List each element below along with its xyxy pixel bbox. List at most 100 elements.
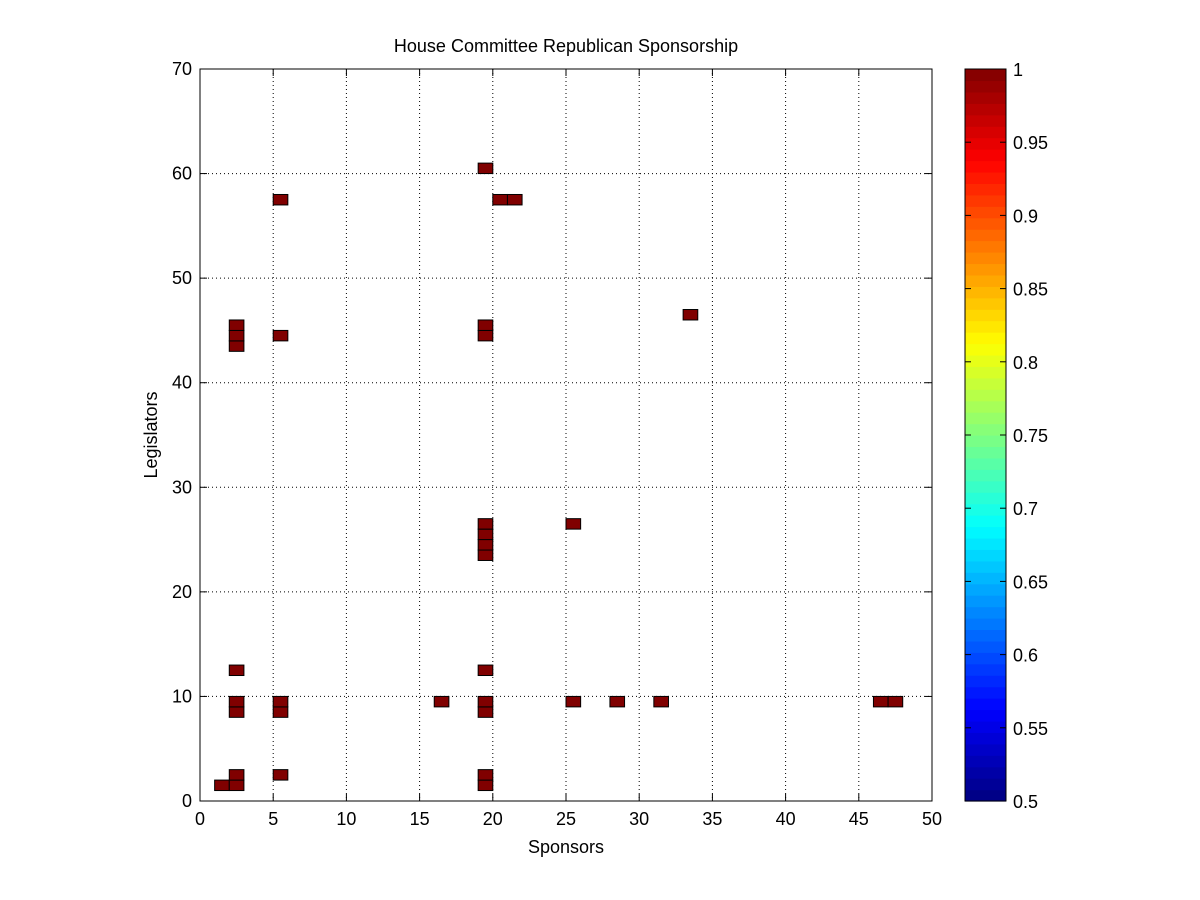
- heatmap-cell: [272, 769, 289, 781]
- colorbar-swatch: [965, 400, 1006, 413]
- colorbar-swatch: [965, 640, 1006, 653]
- heatmap-cell: [477, 706, 494, 718]
- colorbar-swatch: [965, 789, 1006, 802]
- colorbar-swatch: [965, 183, 1006, 196]
- heatmap-cell: [272, 193, 289, 206]
- colorbar-swatch: [965, 412, 1006, 425]
- colorbar-swatch: [965, 149, 1006, 162]
- colorbar-swatch: [965, 732, 1006, 745]
- colorbar-swatch: [965, 114, 1006, 127]
- colorbar-swatch: [965, 686, 1006, 699]
- colorbar-tick-label: 0.6: [1013, 646, 1038, 666]
- heatmap-cell: [477, 695, 494, 708]
- heatmap-cell: [272, 329, 289, 342]
- colorbar-tick-label: 1: [1013, 60, 1023, 80]
- colorbar-swatch: [965, 160, 1006, 173]
- colorbar-swatch: [965, 366, 1006, 379]
- heatmap-cell: [477, 549, 494, 561]
- colorbar-swatch: [965, 332, 1006, 345]
- y-tick-label: 20: [172, 582, 192, 602]
- colorbar-swatch: [965, 663, 1006, 676]
- colorbar-tick-label: 0.65: [1013, 572, 1048, 592]
- colorbar-swatch: [965, 766, 1006, 779]
- colorbar-tick-label: 0.95: [1013, 133, 1048, 153]
- colorbar-swatch: [965, 320, 1006, 333]
- x-tick-label: 45: [849, 809, 869, 829]
- colorbar-swatch: [965, 389, 1006, 402]
- colorbar-swatch: [965, 583, 1006, 596]
- colorbar-swatch: [965, 515, 1006, 528]
- x-tick-label: 5: [268, 809, 278, 829]
- y-tick-label: 40: [172, 373, 192, 393]
- x-axis-label: Sponsors: [528, 837, 604, 857]
- y-tick-label: 30: [172, 477, 192, 497]
- colorbar-swatch: [965, 709, 1006, 722]
- heatmap-cell: [272, 695, 289, 708]
- heatmap-cell: [492, 193, 508, 206]
- heatmap-cell: [228, 329, 245, 342]
- colorbar-swatch: [965, 457, 1006, 470]
- colorbar-swatch: [965, 618, 1006, 631]
- colorbar-swatch: [965, 377, 1006, 390]
- colorbar-tick-label: 0.7: [1013, 499, 1038, 519]
- x-tick-label: 25: [556, 809, 576, 829]
- colorbar-swatch: [965, 492, 1006, 505]
- colorbar-swatch: [965, 652, 1006, 665]
- y-tick-label: 50: [172, 268, 192, 288]
- x-tick-label: 0: [195, 809, 205, 829]
- heatmap-cell: [565, 518, 582, 530]
- colorbar-swatch: [965, 675, 1006, 688]
- heatmap-cell: [887, 695, 904, 708]
- heatmap-cell: [682, 309, 699, 321]
- chart-title: House Committee Republican Sponsorship: [394, 36, 738, 56]
- colorbar-swatch: [965, 446, 1006, 459]
- heatmap-cell: [653, 695, 669, 708]
- colorbar-swatch: [965, 80, 1006, 93]
- colorbar-swatch: [965, 480, 1006, 493]
- colorbar-swatch: [965, 595, 1006, 608]
- heatmap-cell: [477, 664, 494, 677]
- colorbar-swatch: [965, 743, 1006, 756]
- colorbar-swatch: [965, 69, 1006, 82]
- colorbar-swatch: [965, 354, 1006, 367]
- heatmap-cell: [477, 528, 494, 541]
- colorbar-swatch: [965, 171, 1006, 184]
- colorbar-tick-label: 0.55: [1013, 719, 1048, 739]
- colorbar-swatch: [965, 103, 1006, 116]
- y-tick-label: 10: [172, 686, 192, 706]
- colorbar-swatch: [965, 572, 1006, 585]
- colorbar-swatch: [965, 217, 1006, 230]
- heatmap-cell: [477, 539, 494, 551]
- colorbar-swatch: [965, 263, 1006, 276]
- colorbar-swatch: [965, 240, 1006, 253]
- x-tick-label: 20: [483, 809, 503, 829]
- heatmap-cell: [228, 779, 245, 792]
- plot-area: [200, 69, 932, 801]
- colorbar-swatch: [965, 720, 1006, 733]
- y-tick-label: 0: [182, 791, 192, 811]
- heatmap-cell: [477, 518, 494, 530]
- heatmap-cell: [609, 695, 626, 708]
- heatmap-cell: [565, 695, 582, 708]
- colorbar-swatch: [965, 755, 1006, 768]
- colorbar-tick-label: 0.5: [1013, 792, 1038, 812]
- heatmap-cell: [872, 695, 889, 708]
- colorbar-tick-label: 0.8: [1013, 353, 1038, 373]
- colorbar-tick-label: 0.75: [1013, 426, 1048, 446]
- heatmap-cell: [228, 664, 245, 677]
- heatmap-cell: [477, 329, 494, 342]
- heatmap-cell: [228, 340, 245, 352]
- heatmap-cell: [228, 769, 245, 781]
- colorbar-swatch: [965, 549, 1006, 562]
- heatmap-cell: [228, 706, 245, 718]
- x-tick-label: 30: [629, 809, 649, 829]
- heatmap-cell: [272, 706, 289, 718]
- colorbar-swatch: [965, 435, 1006, 448]
- heatmap-cells: [214, 162, 904, 792]
- colorbar-swatch: [965, 229, 1006, 242]
- y-tick-label: 70: [172, 59, 192, 79]
- heatmap-cell: [228, 695, 245, 708]
- x-tick-label: 15: [410, 809, 430, 829]
- x-tick-label: 35: [702, 809, 722, 829]
- y-tick-labels: 0 10 20 30 40 50 60 70: [172, 59, 192, 811]
